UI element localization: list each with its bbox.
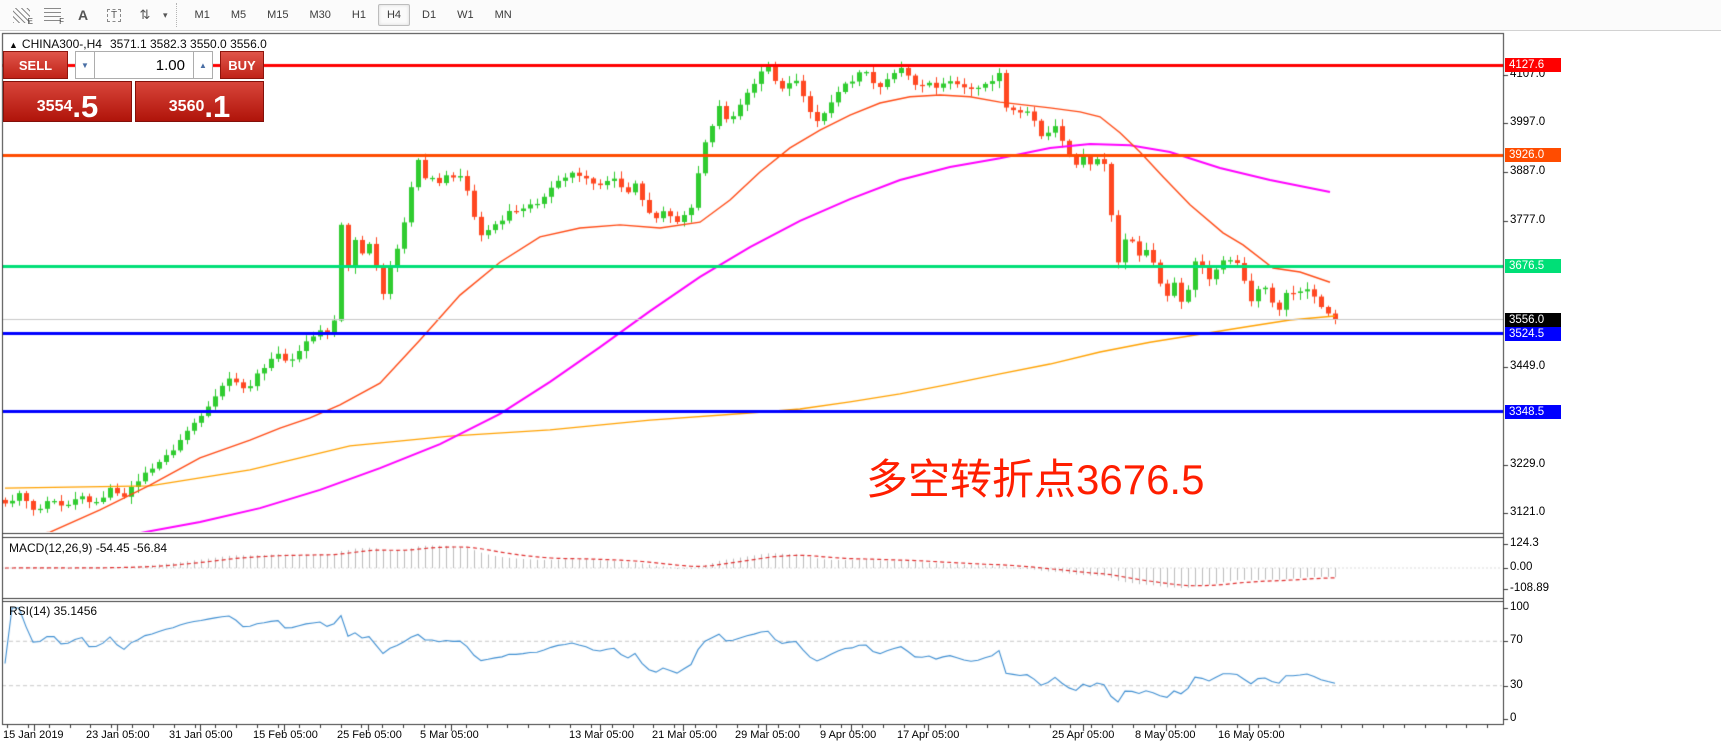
label-tool-icon[interactable]: A xyxy=(77,7,89,23)
rsi-tick-label: 0 xyxy=(1510,712,1517,724)
price-tick-label: 3449.0 xyxy=(1510,360,1546,373)
sell-button[interactable]: SELL xyxy=(3,51,68,79)
price-level-badge: 3676.5 xyxy=(1505,259,1561,273)
fibonacci-tool-icon[interactable]: F xyxy=(39,4,65,26)
time-tick-label: 16 May 05:00 xyxy=(1218,729,1285,741)
rsi-tick-label: 30 xyxy=(1510,678,1523,691)
volume-input[interactable]: 1.00 xyxy=(95,51,193,79)
time-tick-label: 5 Mar 05:00 xyxy=(420,729,479,741)
drawing-tools-group: E F A T ⇅ xyxy=(8,4,163,26)
chart-text-annotation: 多空转折点3676.5 xyxy=(866,456,1205,503)
ohlc-values: 3571.1 3582.3 3550.0 3556.0 xyxy=(109,37,267,51)
spacer xyxy=(213,51,220,79)
time-tick-label: 15 Feb 05:00 xyxy=(253,729,318,741)
sell-price-main: 3554 xyxy=(36,98,73,115)
price-tick-label: 3121.0 xyxy=(1510,506,1546,519)
toolbar: E F A T ⇅ ▾ M1 M5 M15 M30 H1 H4 D1 W1 MN xyxy=(0,0,1721,31)
spacer xyxy=(68,51,75,79)
price-tick-label: 3887.0 xyxy=(1510,165,1546,178)
price-level-badge: 3556.0 xyxy=(1505,312,1561,327)
price-level-badge: 3926.0 xyxy=(1505,148,1561,163)
symbol-period-label: CHINA300-,H4 xyxy=(21,37,102,51)
time-tick-label: 13 Mar 05:00 xyxy=(569,729,634,741)
rsi-indicator-label: RSI(14) 35.1456 xyxy=(9,604,98,618)
one-click-trade-panel: SELL ▼ 1.00 ▲ BUY 3554 .5 3560 .1 xyxy=(3,51,265,122)
buy-price-fraction: .1 xyxy=(204,88,231,124)
time-tick-label: 23 Jan 05:00 xyxy=(86,729,150,741)
rsi-tick-label: 100 xyxy=(1510,601,1530,613)
volume-decrement-button[interactable]: ▼ xyxy=(75,51,95,79)
buy-price-main: 3560 xyxy=(168,98,205,115)
toolbar-separator xyxy=(175,3,177,27)
rsi-tick-label: 70 xyxy=(1510,634,1523,647)
time-tick-label: 31 Jan 05:00 xyxy=(169,729,233,741)
text-tool-icon[interactable]: T xyxy=(101,4,127,26)
macd-tick-label: 0.00 xyxy=(1510,561,1533,573)
sell-price-fraction: .5 xyxy=(72,88,99,124)
timeframe-button-m30[interactable]: M30 xyxy=(309,9,331,21)
time-tick-label: 25 Feb 05:00 xyxy=(337,729,402,741)
chart-title: ▲ CHINA300-,H4 3571.1 3582.3 3550.0 3556.0 xyxy=(9,37,267,51)
price-tick-label: 3229.0 xyxy=(1510,458,1546,470)
price-level-badge: 4127.6 xyxy=(1505,58,1561,73)
chevron-down-icon[interactable]: ▾ xyxy=(163,9,168,20)
time-tick-label: 15 Jan 2019 xyxy=(3,729,64,741)
timeframe-button-m5[interactable]: M5 xyxy=(230,9,247,21)
timeframe-button-m1[interactable]: M1 xyxy=(194,9,210,21)
timeframe-button-w1[interactable]: W1 xyxy=(457,9,474,21)
buy-button[interactable]: BUY xyxy=(220,51,264,79)
price-tick-label: 3777.0 xyxy=(1510,214,1546,227)
time-tick-label: 21 Mar 05:00 xyxy=(652,729,717,741)
time-tick-label: 17 Apr 05:00 xyxy=(897,729,960,741)
arrows-tool-icon[interactable]: ⇅ xyxy=(139,7,151,22)
price-level-badge: 3348.5 xyxy=(1505,404,1561,419)
timeframe-group: M1 M5 M15 M30 H1 H4 D1 W1 MN xyxy=(186,4,524,26)
macd-tick-label: -108.89 xyxy=(1510,582,1550,595)
timeframe-button-h4[interactable]: H4 xyxy=(377,4,411,26)
timeframe-button-mn[interactable]: MN xyxy=(494,9,512,21)
timeframe-button-h1[interactable]: H1 xyxy=(351,9,366,21)
volume-increment-button[interactable]: ▲ xyxy=(193,51,213,79)
buy-price-button[interactable]: 3560 .1 xyxy=(135,81,264,122)
timeframe-button-m15[interactable]: M15 xyxy=(267,9,289,21)
time-tick-label: 8 May 05:00 xyxy=(1135,729,1196,741)
time-tick-label: 29 Mar 05:00 xyxy=(735,729,800,741)
price-tick-label: 3997.0 xyxy=(1510,116,1546,129)
timeframe-button-d1[interactable]: D1 xyxy=(422,9,437,21)
price-level-badge: 3524.5 xyxy=(1505,326,1561,341)
macd-indicator-label: MACD(12,26,9) -54.45 -56.84 xyxy=(9,541,168,555)
time-tick-label: 9 Apr 05:00 xyxy=(820,729,877,741)
collapse-arrow-icon[interactable]: ▲ xyxy=(9,40,18,50)
macd-tick-label: 124.3 xyxy=(1510,536,1539,549)
sell-price-button[interactable]: 3554 .5 xyxy=(3,81,132,122)
time-tick-label: 25 Apr 05:00 xyxy=(1052,729,1115,741)
patterns-tool-icon[interactable]: E xyxy=(8,4,34,26)
